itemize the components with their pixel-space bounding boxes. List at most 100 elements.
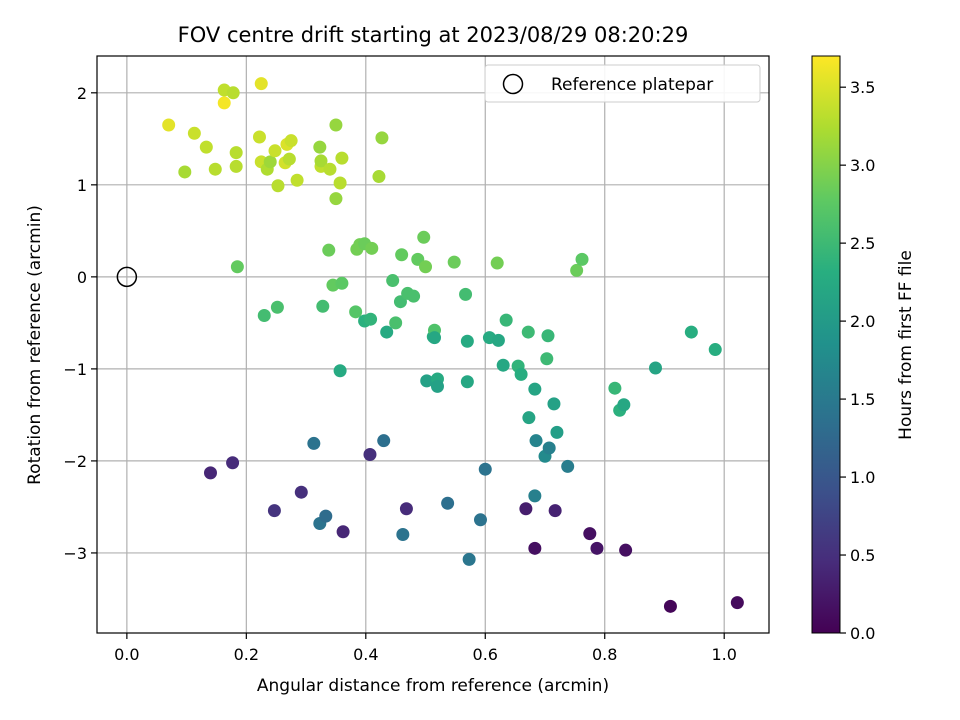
data-point <box>427 331 441 345</box>
colorbar-tick-label: 0.0 <box>850 624 875 643</box>
data-point <box>459 287 473 301</box>
reference-marker-group <box>116 266 138 288</box>
colorbar-gradient <box>811 55 841 634</box>
data-point <box>282 152 296 166</box>
data-point <box>575 252 589 266</box>
colorbar-tick-label: 1.5 <box>850 390 875 409</box>
x-axis-ticks: 0.0 0.2 0.4 0.6 0.8 1.0 <box>114 633 737 664</box>
data-point <box>365 241 379 255</box>
data-point <box>313 140 327 154</box>
data-point <box>270 300 284 314</box>
data-point <box>528 382 542 396</box>
data-point <box>257 309 271 323</box>
data-point <box>490 256 504 270</box>
colorbar-tick-label: 2.5 <box>850 234 875 253</box>
x-tick-label: 0.2 <box>234 645 259 664</box>
legend-box <box>484 64 761 103</box>
legend: Reference platepar <box>484 64 761 103</box>
x-tick-label: 0.4 <box>353 645 378 664</box>
data-point <box>519 502 533 516</box>
data-point <box>323 162 337 176</box>
data-point <box>372 170 386 184</box>
data-point <box>478 462 492 476</box>
data-point <box>417 230 431 244</box>
data-point <box>307 436 321 450</box>
data-point <box>684 325 698 339</box>
data-point <box>522 411 536 425</box>
data-point <box>316 299 330 313</box>
data-point <box>375 131 389 145</box>
data-point <box>386 274 400 288</box>
data-point <box>561 459 575 473</box>
y-axis-label: Rotation from reference (arcmin) <box>25 205 45 485</box>
data-point <box>547 397 561 411</box>
data-point <box>447 255 461 269</box>
data-point <box>226 456 240 470</box>
y-tick-label: −3 <box>63 544 87 563</box>
data-point <box>335 151 349 165</box>
data-point <box>529 434 543 448</box>
data-point <box>294 485 308 499</box>
data-point <box>319 509 333 523</box>
data-point <box>329 118 343 132</box>
data-point <box>333 364 347 378</box>
y-axis-ticks: −3 −2 −1 0 1 2 <box>63 84 97 563</box>
data-point <box>377 434 391 448</box>
y-tick-label: 2 <box>77 84 87 103</box>
data-point <box>460 334 474 348</box>
data-point <box>708 343 722 357</box>
reference-marker <box>116 266 138 288</box>
data-point <box>570 263 584 277</box>
data-point <box>389 316 403 330</box>
data-point <box>333 176 347 190</box>
data-point <box>203 466 217 480</box>
y-tick-label: 1 <box>77 176 87 195</box>
data-point <box>663 599 677 613</box>
data-point <box>619 543 633 557</box>
data-point <box>491 333 505 347</box>
data-point <box>252 130 266 144</box>
colorbar-ticks: 0.0 0.5 1.0 1.5 2.0 2.5 3.0 3.5 <box>840 78 875 643</box>
data-point <box>226 86 240 100</box>
data-point <box>542 441 556 455</box>
data-point <box>178 165 192 179</box>
data-point <box>229 146 243 160</box>
colorbar-tick-label: 2.0 <box>850 312 875 331</box>
data-point <box>462 552 476 566</box>
data-point <box>162 118 176 132</box>
colorbar-tick-label: 1.0 <box>850 468 875 487</box>
data-point <box>380 325 394 339</box>
y-tick-label: 0 <box>77 268 87 287</box>
x-axis-label: Angular distance from reference (arcmin) <box>257 676 609 696</box>
data-point <box>548 504 562 518</box>
data-point <box>335 276 349 290</box>
data-point <box>540 352 554 366</box>
colorbar-tick-label: 3.0 <box>850 156 875 175</box>
colorbar-label: Hours from first FF file <box>896 250 916 440</box>
data-point <box>396 528 410 542</box>
data-point <box>290 173 304 187</box>
data-point <box>420 374 434 388</box>
data-point <box>608 381 622 395</box>
data-point <box>199 140 213 154</box>
data-point <box>617 398 631 412</box>
data-point <box>364 312 378 326</box>
data-point <box>230 260 244 274</box>
data-point <box>496 358 510 372</box>
data-point <box>208 162 222 176</box>
legend-entry-reference: Reference platepar <box>551 75 713 95</box>
data-point <box>263 155 277 169</box>
data-point <box>267 504 281 518</box>
data-point <box>322 243 336 257</box>
data-point <box>217 96 231 110</box>
data-point <box>407 289 421 303</box>
y-tick-label: −1 <box>63 360 87 379</box>
colorbar: 0.0 0.5 1.0 1.5 2.0 2.5 3.0 3.5 Hours from firs… <box>811 55 916 643</box>
x-tick-label: 0.6 <box>473 645 498 664</box>
data-point <box>419 260 433 274</box>
data-point <box>268 144 282 158</box>
data-point <box>329 192 343 206</box>
data-point <box>730 596 744 610</box>
data-point <box>514 367 528 381</box>
